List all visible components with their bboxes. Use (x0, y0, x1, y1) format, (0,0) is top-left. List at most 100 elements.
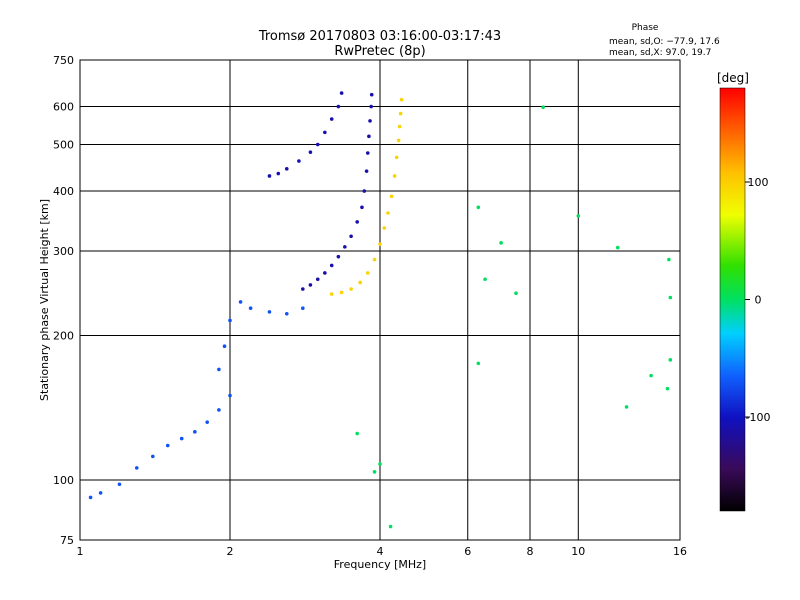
data-point (329, 292, 334, 296)
y-tick-label: 600 (53, 101, 74, 114)
data-point (193, 430, 197, 434)
data-point (179, 436, 184, 441)
data-point (238, 300, 243, 304)
data-point (388, 524, 393, 529)
phase-box-title: Phase (632, 23, 659, 33)
data-point (624, 405, 629, 409)
y-tick-label: 750 (53, 54, 74, 67)
data-point (369, 104, 373, 109)
data-point (389, 194, 394, 199)
data-point (382, 226, 387, 230)
data-point (394, 155, 399, 160)
x-tick-label: 4 (377, 545, 384, 558)
data-point (336, 104, 341, 109)
data-point (228, 318, 232, 323)
data-point (360, 205, 364, 210)
data-point (323, 130, 327, 135)
y-tick-label: 300 (53, 245, 74, 258)
y-tick-label: 200 (53, 330, 74, 343)
data-point (276, 171, 281, 176)
data-point (372, 257, 377, 262)
data-point (297, 159, 301, 163)
colorbar (719, 87, 746, 512)
data-point (665, 386, 670, 391)
y-tick-label: 500 (53, 139, 74, 152)
data-point (483, 277, 487, 282)
series-group (329, 97, 404, 296)
data-point (88, 495, 93, 500)
data-point (117, 482, 122, 487)
data-point (378, 462, 382, 466)
data-point (339, 290, 344, 295)
phase-line-x: mean, sd,X: 97.0, 19.7 (609, 48, 711, 58)
data-point (368, 119, 372, 123)
colorbar-label: [deg] (717, 71, 749, 85)
data-point (284, 167, 289, 171)
phase-line-o: mean, sd,O: −77.9, 17.6 (609, 37, 720, 47)
data-layer (88, 91, 673, 529)
data-point (365, 151, 370, 155)
colorbar-ticks: 100 0 -100 (745, 176, 770, 424)
data-point (301, 287, 305, 291)
colorbar-tick-label: -100 (746, 411, 771, 424)
series-group (355, 105, 673, 529)
data-point (315, 142, 320, 147)
data-point (308, 283, 313, 287)
data-point (396, 138, 401, 143)
colorbar-tick-label: 100 (748, 176, 769, 189)
data-point (364, 169, 369, 173)
data-point (267, 174, 272, 178)
data-point (365, 271, 370, 275)
data-point (336, 254, 341, 259)
series-group (301, 92, 374, 291)
data-point (329, 117, 334, 121)
x-tick-label: 1 (77, 545, 84, 558)
data-point (323, 271, 327, 275)
data-point (329, 263, 334, 268)
x-tick-label: 10 (571, 545, 585, 558)
data-point (398, 111, 403, 116)
data-point (315, 277, 320, 282)
data-point (222, 344, 227, 349)
data-point (649, 373, 653, 378)
data-point (308, 150, 313, 154)
data-point (499, 241, 503, 245)
data-point (301, 306, 305, 311)
data-point (355, 220, 359, 224)
data-point (476, 361, 481, 366)
tick-layer: 1 2 4 6 8 10 16 75 100 200 300 400 500 600 750 (53, 54, 687, 558)
data-point (267, 310, 272, 314)
y-tick-label: 100 (53, 474, 74, 487)
series-group (267, 91, 344, 178)
data-point (378, 242, 382, 246)
data-point (355, 431, 359, 436)
colorbar-tick-label: 0 (755, 294, 762, 307)
grid-layer (80, 60, 680, 540)
plot-frame (79, 59, 681, 541)
data-point (668, 358, 673, 362)
data-point (339, 91, 344, 95)
data-point (217, 367, 221, 372)
data-point (369, 92, 374, 97)
data-point (228, 393, 232, 398)
data-point (151, 454, 155, 459)
data-point (576, 214, 581, 218)
data-point (217, 408, 221, 412)
data-point (386, 211, 390, 215)
y-tick-label: 75 (60, 534, 74, 547)
data-point (367, 134, 371, 139)
x-axis-label: Frequency [MHz] (334, 558, 426, 571)
data-point (541, 105, 545, 110)
data-point (205, 420, 209, 424)
data-point (399, 97, 404, 102)
x-tick-label: 8 (527, 545, 534, 558)
data-point (284, 311, 289, 316)
data-point (134, 466, 139, 470)
data-point (667, 257, 671, 262)
chart-subtitle: RwPretec (8p) (334, 44, 425, 59)
data-point (98, 491, 103, 495)
series-group (88, 300, 305, 500)
data-point (349, 234, 353, 239)
data-point (397, 124, 402, 129)
